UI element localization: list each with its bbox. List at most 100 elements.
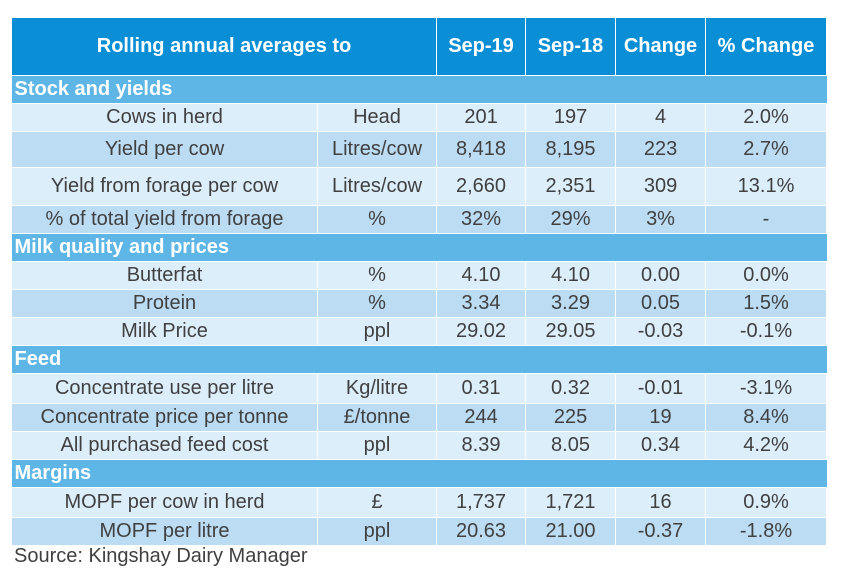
row-unit: Kg/litre (316, 373, 438, 404)
value-sep-19: 3.34 (436, 289, 527, 318)
value-sep-18: 1,721 (525, 487, 617, 518)
value-sep-18: 0.32 (525, 373, 617, 404)
value-sep-19: 201 (436, 103, 527, 132)
value-pct-change: -3.1% (705, 373, 828, 404)
row-label: Concentrate price per tonne (11, 403, 318, 432)
value-sep-19: 20.63 (436, 517, 527, 546)
section-title: Feed (11, 345, 827, 374)
section-header-row: Milk quality and prices (11, 233, 827, 262)
value-sep-19: 244 (436, 403, 527, 432)
value-sep-19: 2,660 (436, 167, 527, 206)
value-sep-18: 8,195 (525, 131, 617, 168)
row-unit: % (316, 261, 438, 290)
table-row: Concentrate price per tonne £/tonne 244 225… (11, 403, 828, 432)
value-change: -0.03 (615, 317, 707, 346)
row-label: Cows in herd (11, 103, 318, 132)
table-row: Yield from forage per cow Litres/cow 2,660… (11, 167, 828, 206)
row-label: MOPF per litre (11, 517, 318, 546)
row-unit: % (316, 205, 438, 234)
row-unit: Litres/cow (316, 131, 438, 168)
value-pct-change: 2.0% (705, 103, 828, 132)
row-label: % of total yield from forage (11, 205, 318, 234)
row-unit: % (316, 289, 438, 318)
table-row: % of total yield from forage% 32% 29% 3% - (11, 205, 828, 234)
section-header-row: Feed (11, 345, 827, 374)
table-row: MOPF per cow in herd £1,737 1,721 16 0.9% (11, 487, 828, 518)
value-sep-18: 29% (525, 205, 617, 234)
value-change: 16 (615, 487, 707, 518)
row-label: All purchased feed cost (11, 431, 318, 460)
dairy-averages-table: Rolling annual averages to Sep-19 Sep-18… (10, 17, 828, 546)
table-row: Protein% 3.34 3.29 0.05 1.5% (11, 289, 828, 318)
value-change: 3% (615, 205, 707, 234)
value-sep-19: 8.39 (436, 431, 527, 460)
value-pct-change: 2.7% (705, 131, 828, 168)
value-sep-19: 1,737 (436, 487, 527, 518)
value-sep-19: 29.02 (436, 317, 527, 346)
table-row: Yield per cow Litres/cow 8,418 8,195 223 2.7% (11, 131, 828, 168)
value-pct-change: 1.5% (705, 289, 828, 318)
source-note: Source: Kingshay Dairy Manager (14, 545, 308, 567)
value-sep-19: 8,418 (436, 131, 527, 168)
row-label: Protein (11, 289, 318, 318)
row-unit: ppl (316, 517, 438, 546)
header-title: Rolling annual averages to (10, 17, 438, 76)
value-pct-change: -1.8% (705, 517, 828, 546)
row-unit: £/tonne (316, 403, 438, 432)
value-sep-18: 3.29 (525, 289, 617, 318)
row-unit: ppl (316, 317, 438, 346)
row-label: Yield per cow (11, 131, 318, 168)
section-title: Margins (11, 459, 827, 488)
value-change: 4 (615, 103, 707, 132)
row-unit: ppl (316, 431, 438, 460)
value-change: 0.05 (615, 289, 707, 318)
value-change: -0.37 (615, 517, 707, 546)
row-unit: Head (316, 103, 438, 132)
value-change: 309 (615, 167, 707, 206)
value-sep-18: 4.10 (525, 261, 617, 290)
table-row: Cows in herd Head 201 197 4 2.0% (11, 103, 828, 132)
value-sep-18: 8.05 (525, 431, 617, 460)
value-change: 0.00 (615, 261, 707, 290)
header-sep-18: Sep-18 (525, 17, 617, 76)
section-header-row: Stock and yields (11, 75, 827, 104)
header-pct-change: % Change (705, 17, 828, 76)
value-sep-18: 225 (525, 403, 617, 432)
value-pct-change: 8.4% (705, 403, 828, 432)
value-sep-18: 29.05 (525, 317, 617, 346)
row-label: Milk Price (11, 317, 318, 346)
section-title: Stock and yields (11, 75, 827, 104)
table-row: Butterfat% 4.10 4.10 0.00 0.0% (11, 261, 828, 290)
table-row: All purchased feed cost ppl 8.39 8.05 0.34 4.… (11, 431, 828, 460)
row-label: Yield from forage per cow (11, 167, 318, 206)
value-pct-change: - (705, 205, 828, 234)
value-pct-change: 0.9% (705, 487, 828, 518)
value-change: 0.34 (615, 431, 707, 460)
header-change: Change (615, 17, 707, 76)
value-change: -0.01 (615, 373, 707, 404)
section-title: Milk quality and prices (11, 233, 827, 262)
row-unit: Litres/cow (316, 167, 438, 206)
row-label: Concentrate use per litre (11, 373, 318, 404)
value-sep-18: 2,351 (525, 167, 617, 206)
value-pct-change: -0.1% (705, 317, 828, 346)
value-sep-19: 32% (436, 205, 527, 234)
row-unit: £ (316, 487, 438, 518)
value-pct-change: 13.1% (705, 167, 828, 206)
row-label: Butterfat (11, 261, 318, 290)
value-sep-18: 197 (525, 103, 617, 132)
table-header-row: Rolling annual averages to Sep-19 Sep-18… (10, 17, 828, 76)
value-change: 223 (615, 131, 707, 168)
value-sep-19: 0.31 (436, 373, 527, 404)
value-pct-change: 4.2% (705, 431, 828, 460)
table-row: Milk Price ppl 29.02 29.05 -0.03 -0.1% (11, 317, 828, 346)
value-sep-19: 4.10 (436, 261, 527, 290)
row-label: MOPF per cow in herd (11, 487, 318, 518)
header-sep-19: Sep-19 (436, 17, 527, 76)
value-sep-18: 21.00 (525, 517, 617, 546)
table-row: Concentrate use per litre Kg/litre 0.31 0.3… (11, 373, 828, 404)
value-pct-change: 0.0% (705, 261, 828, 290)
value-change: 19 (615, 403, 707, 432)
section-header-row: Margins (11, 459, 827, 488)
table-row: MOPF per litre ppl 20.63 21.00 -0.37 -1.8% (11, 517, 828, 546)
